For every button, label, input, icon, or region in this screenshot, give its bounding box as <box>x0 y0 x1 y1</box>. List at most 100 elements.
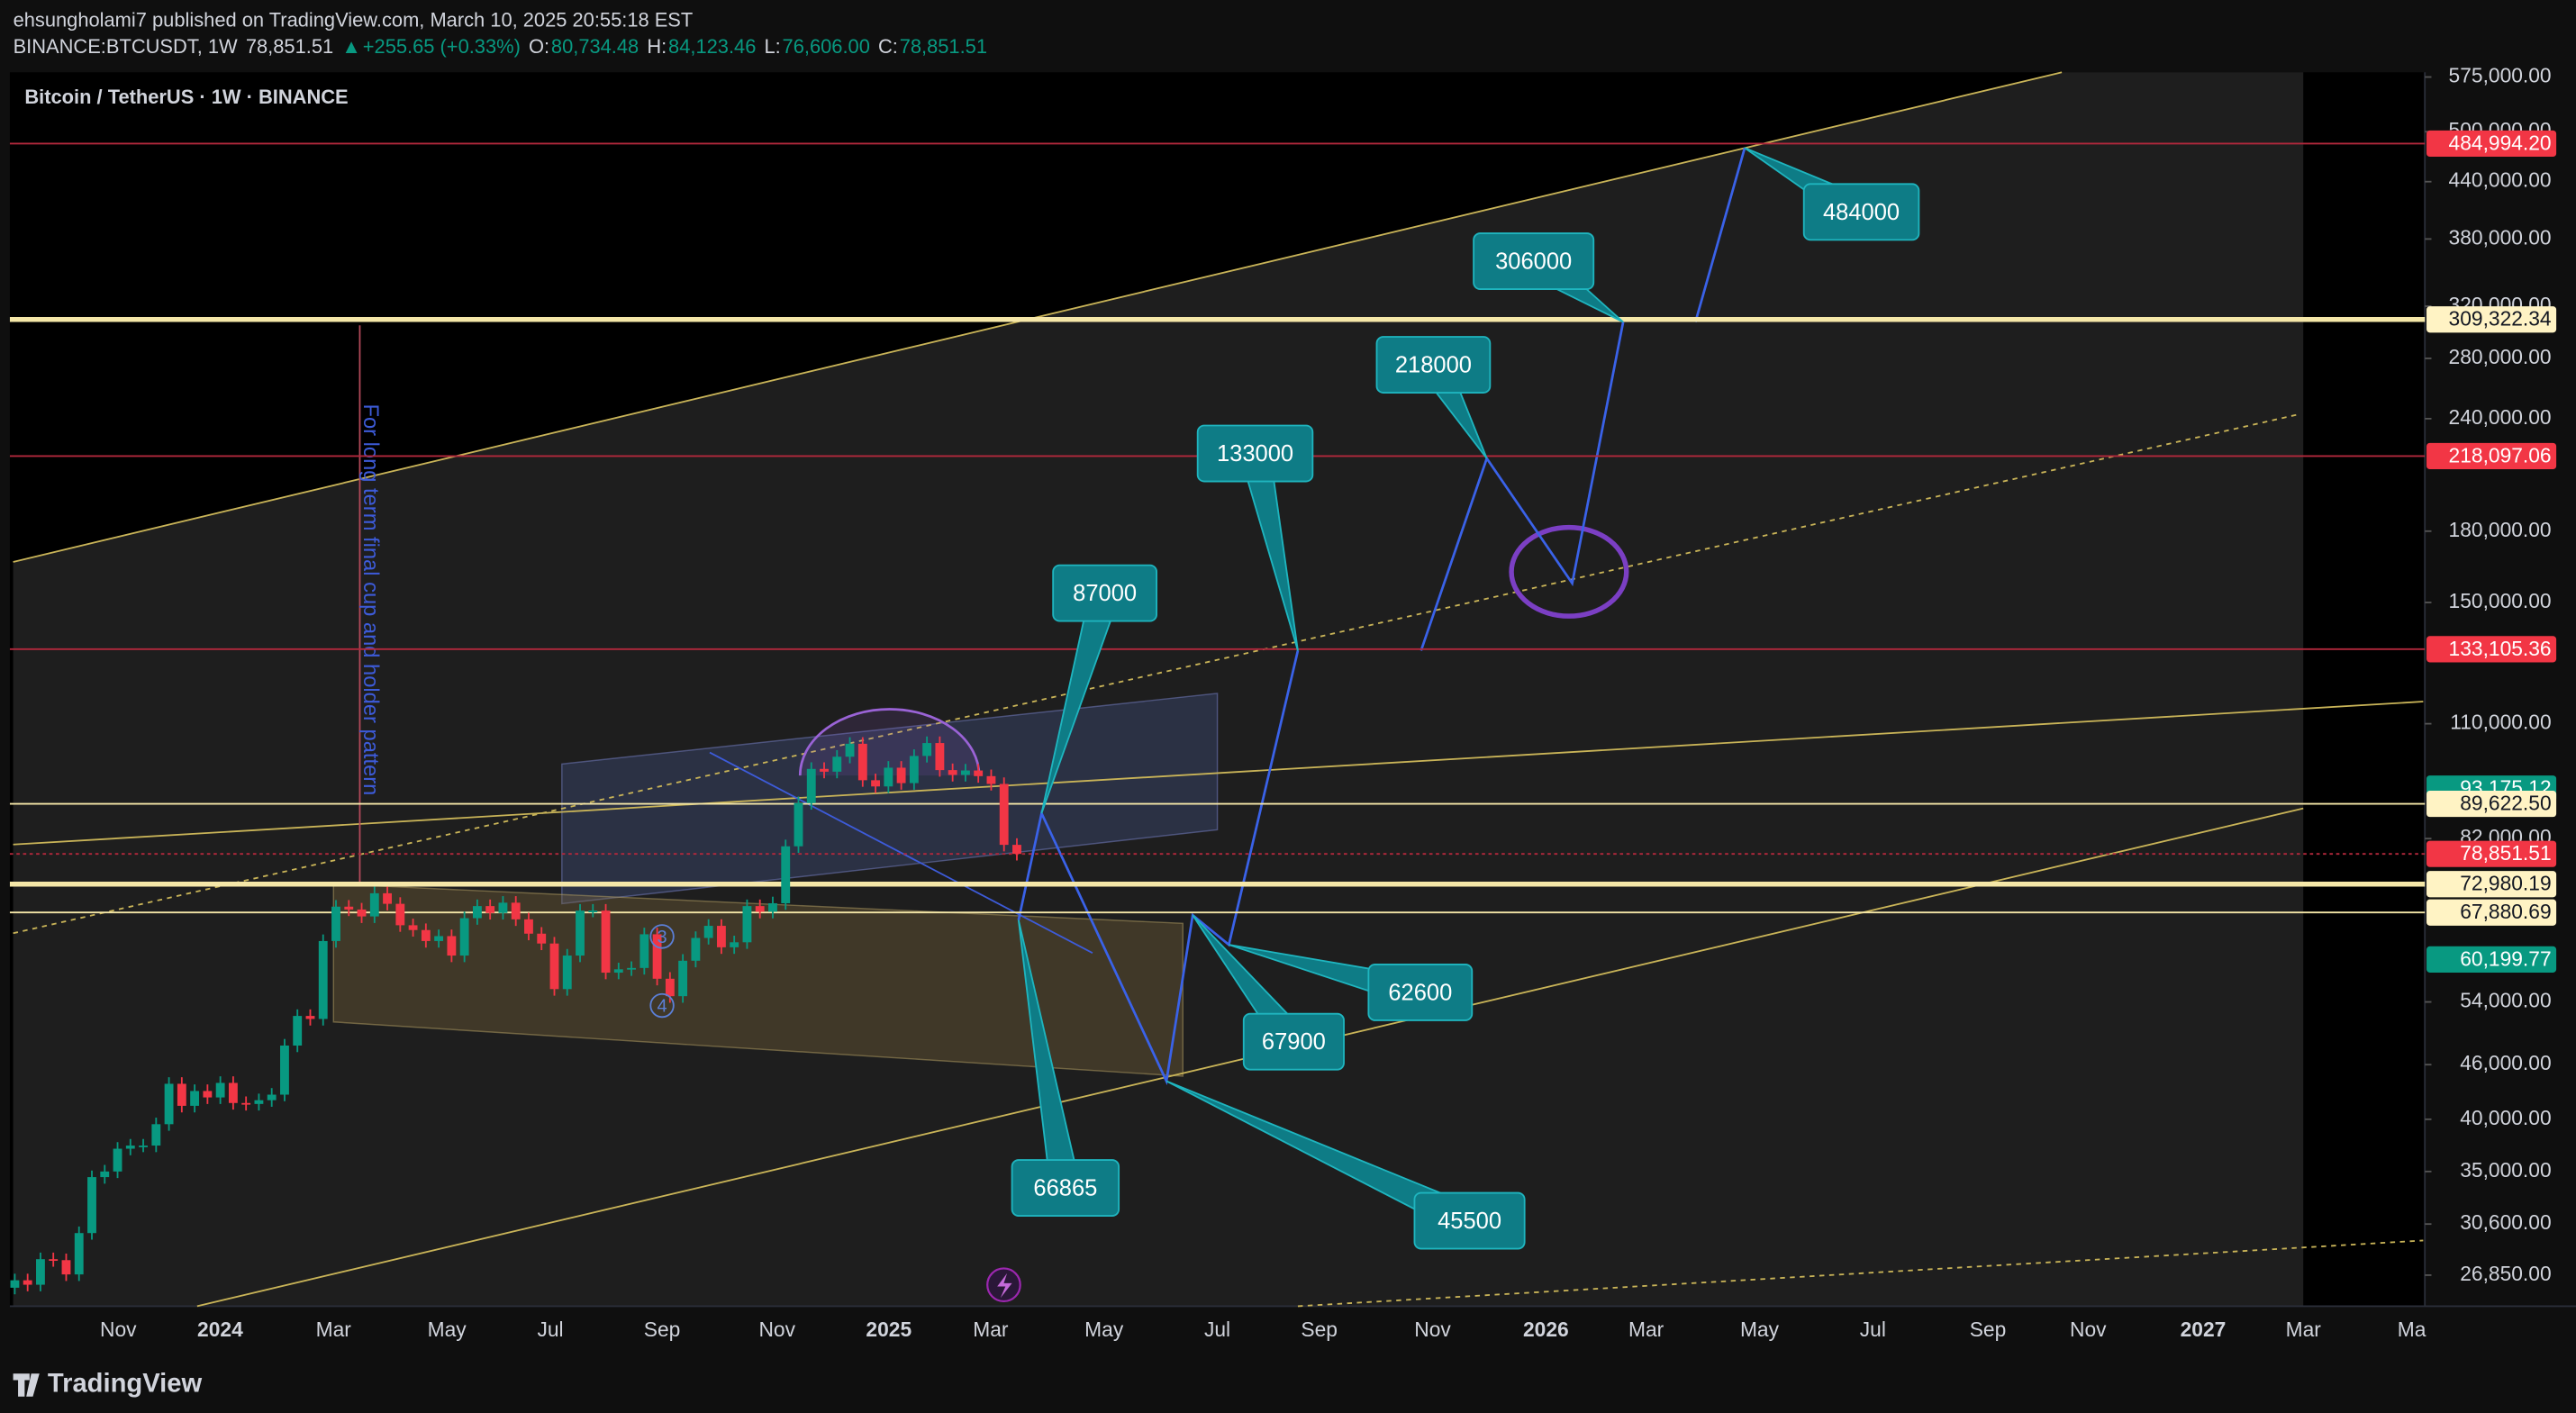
candle <box>948 770 957 775</box>
x-tick-label: May <box>1740 1318 1780 1341</box>
trend-line <box>13 701 2424 846</box>
quote-part: 80,734.48 <box>551 35 639 58</box>
x-tick-label: Nov <box>100 1318 137 1341</box>
x-tick-label: Nov <box>758 1318 795 1341</box>
candle <box>383 892 392 904</box>
candle <box>960 770 970 775</box>
candle <box>935 743 945 771</box>
price-tag-label: 133,105.36 <box>2449 637 2552 660</box>
x-tick-label: Mar <box>316 1318 352 1341</box>
price-tag <box>2426 130 2557 158</box>
price-tag <box>2426 636 2557 663</box>
candle <box>10 1280 20 1288</box>
price-tag <box>2426 946 2557 973</box>
candle <box>627 967 636 970</box>
x-tick-label: Jul <box>1204 1318 1230 1341</box>
candle <box>768 902 777 912</box>
candle <box>472 906 482 919</box>
quote-part: BINANCE:BTCUSDT, 1W <box>14 35 238 58</box>
y-tick-label: 35,000.00 <box>2460 1158 2551 1182</box>
projection-path <box>1694 147 1746 322</box>
y-tick-label: 380,000.00 <box>2449 225 2552 249</box>
x-tick-label: May <box>1084 1318 1124 1341</box>
candle <box>36 1259 45 1285</box>
y-tick-label: 575,000.00 <box>2449 64 2552 87</box>
candle <box>228 1082 238 1103</box>
callout-label: 45500 <box>1438 1209 1501 1234</box>
callout-label: 218000 <box>1395 353 1472 378</box>
candle <box>549 943 559 990</box>
note: For long term final cup and holder patte… <box>358 403 382 795</box>
candle <box>742 906 752 943</box>
candle <box>511 902 521 919</box>
x-tick-label: 2025 <box>866 1318 912 1341</box>
y-tick-label: 110,000.00 <box>2450 711 2551 734</box>
logo: TradingView <box>13 1370 202 1399</box>
candles <box>10 736 1021 1295</box>
x-tick-label: 2027 <box>2181 1318 2227 1341</box>
y-tick-label: 280,000.00 <box>2449 345 2552 368</box>
projection-path <box>1017 650 1300 1086</box>
candle <box>23 1280 32 1285</box>
price-tag <box>2426 899 2557 926</box>
callout-label: 484000 <box>1823 200 1900 225</box>
candle <box>293 1016 303 1046</box>
candle <box>254 1100 264 1104</box>
callout-label: 133000 <box>1217 441 1293 466</box>
callout-label: 66865 <box>1033 1176 1097 1201</box>
candle <box>524 919 533 934</box>
x-tick-label: 2026 <box>1523 1318 1569 1341</box>
logo-mark <box>13 1373 40 1397</box>
candle <box>113 1148 122 1172</box>
candle <box>305 1016 315 1019</box>
candle <box>909 756 919 783</box>
quote-line: BINANCE:BTCUSDT, 1W 78,851.51 ▲ +255.65 (+0… <box>14 35 987 58</box>
candle <box>87 1177 96 1234</box>
x-tick-label: Sep <box>644 1318 681 1341</box>
x-tick-label: Jul <box>1860 1318 1886 1341</box>
x-tick-label: Nov <box>2070 1318 2107 1341</box>
event-icon-bolt <box>997 1273 1012 1299</box>
quote-part: O: <box>529 35 549 58</box>
wave-circle <box>649 992 675 1019</box>
x-tick-label: Mar <box>2286 1318 2322 1341</box>
x-tick-label: Mar <box>973 1318 1009 1341</box>
candle <box>576 910 585 956</box>
callout <box>1473 232 1595 291</box>
candle <box>601 910 611 974</box>
price-tag <box>2426 840 2557 867</box>
channel-zone <box>13 72 2304 1307</box>
candle <box>280 1045 289 1095</box>
candle <box>331 906 340 941</box>
candle <box>164 1083 174 1125</box>
projection-path <box>1420 322 1625 651</box>
x-tick-label: Sep <box>1301 1318 1338 1341</box>
candle <box>49 1259 59 1262</box>
flag-channel <box>332 883 1184 1077</box>
candle <box>151 1124 161 1146</box>
price-tag-label: 309,322.34 <box>2449 307 2552 331</box>
candle <box>922 743 932 756</box>
candle <box>781 846 791 903</box>
candle <box>125 1146 135 1149</box>
quote-part: +255.65 (+0.33%) <box>363 35 521 58</box>
y-tick-label: 30,600.00 <box>2460 1210 2551 1234</box>
candle <box>665 978 675 997</box>
callout <box>1802 183 1920 241</box>
candle <box>588 910 598 913</box>
candle <box>1012 845 1021 855</box>
candle <box>190 1091 200 1106</box>
mid-line <box>13 412 2300 935</box>
candle <box>794 802 803 847</box>
mid-line <box>1297 1239 2424 1308</box>
callout <box>1052 564 1157 622</box>
candle <box>884 767 893 787</box>
candle <box>537 933 547 944</box>
candle <box>652 934 662 979</box>
price-tag-label: 484,994.20 <box>2449 131 2552 154</box>
candle <box>369 892 379 917</box>
callout-label: 306000 <box>1495 249 1572 275</box>
candle <box>344 906 354 910</box>
x-tick-label: May <box>428 1318 467 1341</box>
published-line: ehsungholami7 published on TradingView.c… <box>14 8 694 31</box>
